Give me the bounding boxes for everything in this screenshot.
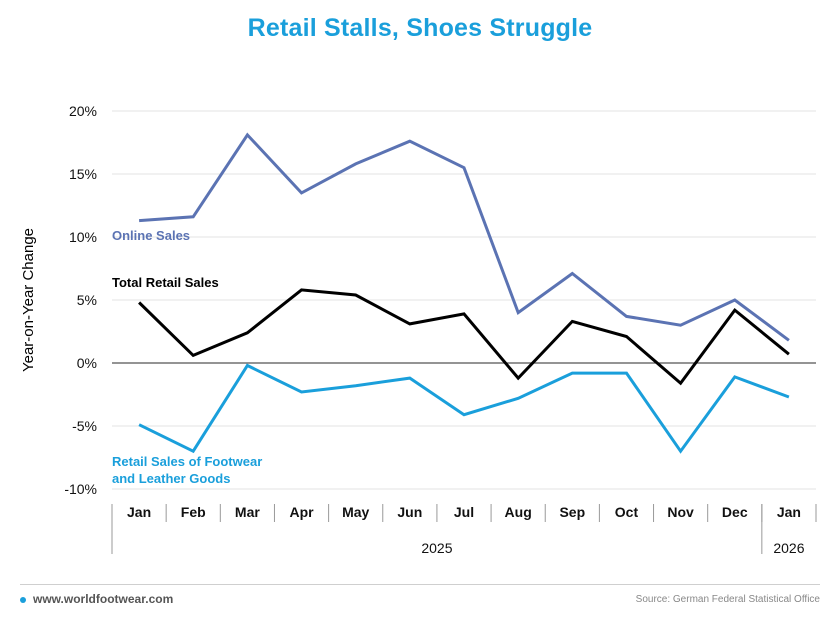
total-retail-sales-line <box>138 288 790 386</box>
footer-source: Source: German Federal Statistical Offic… <box>635 594 820 605</box>
x-tick-label: Jan <box>127 504 151 520</box>
footwear-sales-label: Retail Sales of Footwear <box>112 454 262 469</box>
chart-title: Retail Stalls, Shoes Struggle <box>247 14 593 42</box>
x-tick-label: Sep <box>559 504 585 520</box>
online-sales-line <box>138 132 790 342</box>
year-label: 2026 <box>773 540 804 556</box>
x-axis: Jan Feb Mar Apr May Jun Jul Aug Sep Oct Nov Dec Jan 2… <box>111 504 817 556</box>
y-axis-ticks: 20% 15% 10% 5% 0% -5% -10% <box>64 103 97 497</box>
x-tick-label: May <box>342 504 369 520</box>
y-tick-label: 10% <box>69 229 97 245</box>
y-tick-label: 20% <box>69 103 97 119</box>
x-tick-label: Oct <box>615 504 639 520</box>
series-lines <box>138 132 790 454</box>
footwear-sales-line <box>138 363 790 454</box>
series-labels: Online Sales Total Retail Sales Retail Sal… <box>112 228 262 486</box>
total-retail-sales-label: Total Retail Sales <box>112 275 219 290</box>
x-tick-label: Dec <box>722 504 748 520</box>
footer-divider <box>20 584 820 585</box>
y-tick-label: -5% <box>72 418 97 434</box>
x-tick-label: Mar <box>235 504 260 520</box>
footer-website-link[interactable]: www.worldfootwear.com <box>33 592 174 606</box>
footwear-sales-label: and Leather Goods <box>112 471 230 486</box>
y-tick-label: -10% <box>64 481 97 497</box>
x-tick-label: Apr <box>289 504 314 520</box>
online-sales-label: Online Sales <box>112 228 190 243</box>
x-tick-label: Jan <box>777 504 801 520</box>
x-tick-label: Aug <box>505 504 532 520</box>
y-tick-label: 5% <box>77 292 97 308</box>
y-tick-label: 15% <box>69 166 97 182</box>
x-tick-label: Jul <box>454 504 474 520</box>
y-tick-label: 0% <box>77 355 97 371</box>
x-tick-label: Nov <box>667 504 694 520</box>
year-label: 2025 <box>421 540 452 556</box>
y-axis-label: Year-on-Year Change <box>20 228 37 372</box>
x-tick-label: Jun <box>397 504 422 520</box>
footer-bullet-icon <box>20 597 26 603</box>
x-tick-label: Feb <box>181 504 206 520</box>
